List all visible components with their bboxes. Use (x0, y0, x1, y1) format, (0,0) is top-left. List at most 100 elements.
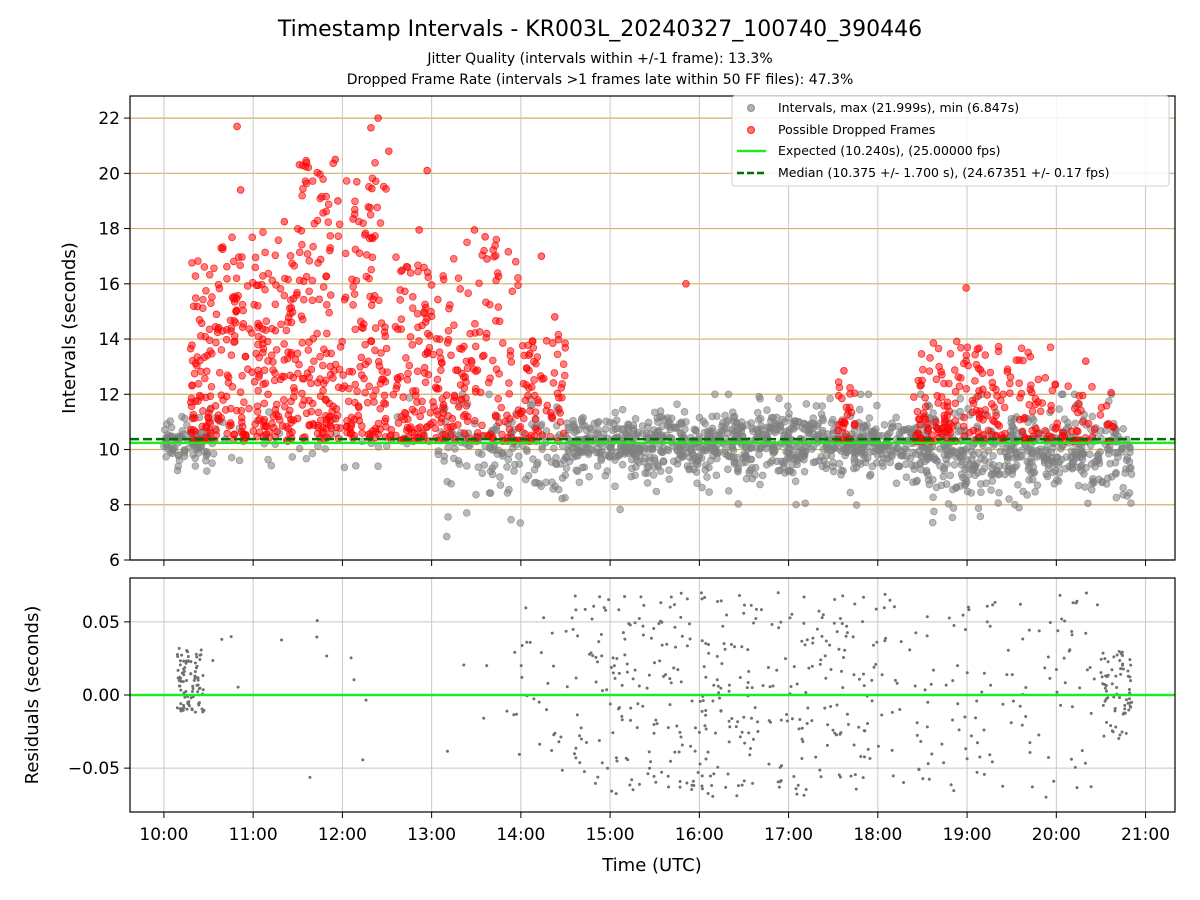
dropped-frame-point (364, 430, 373, 439)
residual-point (611, 671, 615, 675)
dropped-frame-point (934, 399, 942, 407)
interval-point (812, 402, 821, 410)
residual-point (888, 598, 892, 602)
dropped-frame-point (333, 411, 342, 420)
dropped-frame-point (280, 291, 289, 300)
dropped-frame-point (491, 251, 500, 260)
interval-point (961, 481, 969, 489)
residual-point (184, 689, 188, 693)
dropped-frame-point (342, 177, 351, 185)
dropped-frame-point (439, 272, 447, 280)
residual-point (1005, 673, 1009, 677)
dropped-frame-point (1041, 427, 1049, 435)
dropped-frame-point (550, 313, 559, 321)
residual-point (719, 709, 723, 713)
dropped-frame-point (323, 329, 331, 338)
interval-point (1028, 475, 1037, 484)
dropped-frame-point (1019, 356, 1027, 365)
residual-point (1052, 779, 1056, 783)
dropped-frame-point (286, 252, 295, 260)
dropped-frame-point (234, 253, 243, 261)
residual-point (1119, 672, 1123, 676)
dropped-frame-point (238, 323, 247, 331)
dropped-frame-point (223, 429, 231, 438)
interval-point (1119, 425, 1128, 433)
residual-point (578, 734, 582, 738)
dropped-frame-point (351, 245, 360, 254)
residual-point (178, 663, 182, 667)
interval-point (1119, 483, 1127, 492)
interval-point (721, 446, 730, 455)
residual-point (652, 627, 656, 631)
residual-point (672, 666, 676, 670)
residual-point (851, 635, 855, 639)
dropped-frame-point (525, 366, 533, 375)
dropped-frame-point (404, 369, 412, 378)
interval-point (929, 493, 937, 502)
interval-point (321, 445, 330, 453)
residual-point (1129, 663, 1133, 667)
residual-point (841, 686, 845, 690)
residual-point (184, 661, 188, 665)
residual-point (768, 685, 772, 689)
residual-point (893, 678, 897, 682)
residual-point (1084, 631, 1088, 635)
dropped-frame-point (1034, 430, 1043, 438)
interval-point (1002, 444, 1011, 453)
interval-point (1051, 466, 1060, 475)
residual-point (679, 680, 683, 684)
residual-point (196, 683, 200, 687)
residual-point (315, 635, 319, 639)
dropped-frame-point (273, 427, 281, 436)
residual-point (691, 779, 695, 783)
interval-point (618, 460, 627, 469)
residual-point (747, 669, 751, 673)
residual-point (756, 730, 760, 734)
interval-point (855, 405, 864, 414)
interval-point (1106, 459, 1114, 468)
residual-point (1084, 591, 1088, 595)
residual-point (963, 628, 967, 632)
interval-point (267, 461, 276, 470)
residual-point (840, 622, 844, 626)
interval-point (496, 481, 505, 489)
residual-point (667, 785, 671, 789)
residual-point (659, 619, 663, 623)
dropped-frame-point (1090, 425, 1099, 434)
interval-point (797, 454, 806, 462)
intervals-y-tick-label: 10 (98, 441, 120, 461)
dropped-frame-point (297, 226, 306, 235)
interval-point (235, 456, 244, 465)
intervals-axes-frame (129, 95, 1176, 561)
residual-point (190, 707, 194, 711)
residual-point (572, 752, 576, 756)
residual-point (853, 773, 857, 777)
interval-point (1074, 481, 1083, 490)
residual-point (993, 600, 997, 604)
dropped-frame-point (435, 348, 444, 356)
residual-point (184, 678, 188, 682)
interval-point (1053, 453, 1062, 462)
residual-point (679, 735, 683, 739)
residual-point (895, 681, 899, 685)
dropped-frame-point (326, 362, 335, 371)
dropped-frame-point (963, 343, 972, 352)
interval-point (873, 401, 881, 410)
dropped-frame-point (1075, 392, 1083, 400)
residual-point (198, 658, 202, 662)
dropped-frame-point (253, 301, 262, 310)
dropped-frame-point (441, 430, 450, 439)
residual-point (824, 639, 828, 643)
dropped-frame-point (295, 248, 304, 257)
dropped-frame-point (519, 379, 528, 388)
interval-point (963, 456, 972, 464)
dropped-frame-point (962, 351, 971, 359)
residual-point (929, 682, 933, 686)
residual-point (839, 669, 843, 673)
dropped-frame-point (354, 402, 363, 410)
residual-point (738, 676, 742, 680)
residual-point (182, 706, 186, 710)
interval-point (1112, 468, 1120, 477)
residual-point (713, 731, 717, 735)
residual-point (964, 747, 968, 751)
